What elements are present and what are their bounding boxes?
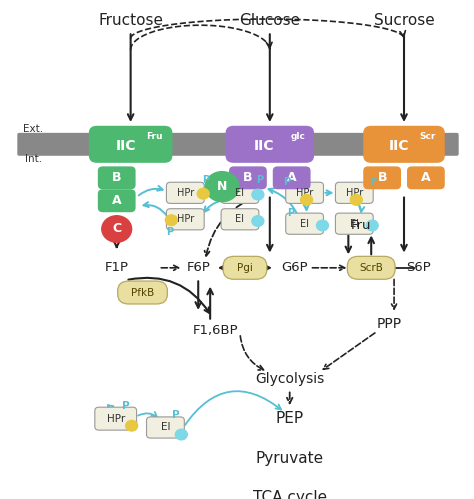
Circle shape <box>350 195 362 205</box>
FancyBboxPatch shape <box>286 213 323 235</box>
Text: glc: glc <box>290 132 305 141</box>
FancyBboxPatch shape <box>17 133 459 156</box>
FancyBboxPatch shape <box>407 166 445 189</box>
FancyBboxPatch shape <box>347 256 395 279</box>
Text: P: P <box>287 208 294 218</box>
Text: EI: EI <box>236 188 245 198</box>
Circle shape <box>175 429 187 440</box>
FancyBboxPatch shape <box>146 417 184 438</box>
Text: Fru: Fru <box>351 219 372 232</box>
FancyBboxPatch shape <box>363 166 401 189</box>
Text: Pgi: Pgi <box>237 263 253 273</box>
Text: TCA cycle: TCA cycle <box>253 490 327 499</box>
FancyBboxPatch shape <box>89 126 173 163</box>
FancyBboxPatch shape <box>98 166 136 189</box>
Circle shape <box>252 189 264 200</box>
Text: Ext.: Ext. <box>23 124 43 134</box>
Text: F1P: F1P <box>105 261 129 274</box>
Text: F1,6BP: F1,6BP <box>192 324 238 337</box>
FancyBboxPatch shape <box>286 182 323 204</box>
FancyBboxPatch shape <box>336 213 373 235</box>
FancyBboxPatch shape <box>166 209 204 230</box>
Text: P: P <box>256 176 264 186</box>
Text: Fru: Fru <box>146 132 163 141</box>
Circle shape <box>366 220 378 231</box>
Circle shape <box>102 216 132 242</box>
FancyBboxPatch shape <box>363 126 445 163</box>
Text: HPr: HPr <box>296 188 313 198</box>
Text: Scr: Scr <box>419 132 436 141</box>
FancyBboxPatch shape <box>118 281 167 304</box>
Circle shape <box>197 189 209 199</box>
FancyBboxPatch shape <box>229 166 267 189</box>
Text: IIC: IIC <box>115 139 136 153</box>
Text: PPP: PPP <box>376 317 401 331</box>
FancyBboxPatch shape <box>95 407 137 430</box>
FancyBboxPatch shape <box>166 182 204 204</box>
Text: Glycolysis: Glycolysis <box>255 372 324 386</box>
Circle shape <box>126 421 137 431</box>
Text: EI: EI <box>236 214 245 224</box>
Text: F6P: F6P <box>186 261 210 274</box>
Text: Sucrose: Sucrose <box>374 13 434 28</box>
Text: Fructose: Fructose <box>98 13 163 28</box>
Text: Int.: Int. <box>25 154 42 164</box>
Text: Pyruvate: Pyruvate <box>255 451 324 466</box>
Text: ScrB: ScrB <box>359 263 383 273</box>
Text: B: B <box>377 171 387 184</box>
FancyBboxPatch shape <box>223 256 267 279</box>
Text: IIC: IIC <box>389 139 409 153</box>
Text: EI: EI <box>300 219 309 229</box>
Text: B: B <box>243 171 253 184</box>
Text: HPr: HPr <box>107 414 125 424</box>
Text: P: P <box>166 227 173 237</box>
FancyBboxPatch shape <box>226 126 314 163</box>
Text: PEP: PEP <box>275 411 304 426</box>
Text: IIC: IIC <box>254 139 274 153</box>
FancyBboxPatch shape <box>336 182 373 204</box>
Text: A: A <box>287 171 297 184</box>
Circle shape <box>317 220 328 231</box>
Circle shape <box>252 216 264 227</box>
Text: P: P <box>369 177 376 187</box>
Text: PfkB: PfkB <box>131 287 154 297</box>
FancyBboxPatch shape <box>273 166 310 189</box>
Text: G6P: G6P <box>282 261 308 274</box>
Text: S6P: S6P <box>407 261 431 274</box>
Text: A: A <box>421 171 431 184</box>
Text: HPr: HPr <box>177 214 194 224</box>
Text: A: A <box>112 194 121 207</box>
Text: EI: EI <box>350 219 359 229</box>
Text: N: N <box>217 180 227 193</box>
Circle shape <box>165 215 177 226</box>
FancyBboxPatch shape <box>221 182 259 204</box>
Text: C: C <box>112 223 121 236</box>
Circle shape <box>205 172 239 202</box>
Text: P: P <box>283 177 290 187</box>
Text: Glucose: Glucose <box>239 13 301 28</box>
Text: P: P <box>201 176 209 186</box>
Text: HPr: HPr <box>346 188 363 198</box>
Text: B: B <box>112 171 121 184</box>
Text: EI: EI <box>161 423 170 433</box>
Text: P: P <box>172 410 179 420</box>
FancyBboxPatch shape <box>221 209 259 230</box>
Circle shape <box>301 195 312 205</box>
FancyBboxPatch shape <box>98 189 136 212</box>
Text: HPr: HPr <box>177 188 194 198</box>
Text: P: P <box>122 401 129 411</box>
